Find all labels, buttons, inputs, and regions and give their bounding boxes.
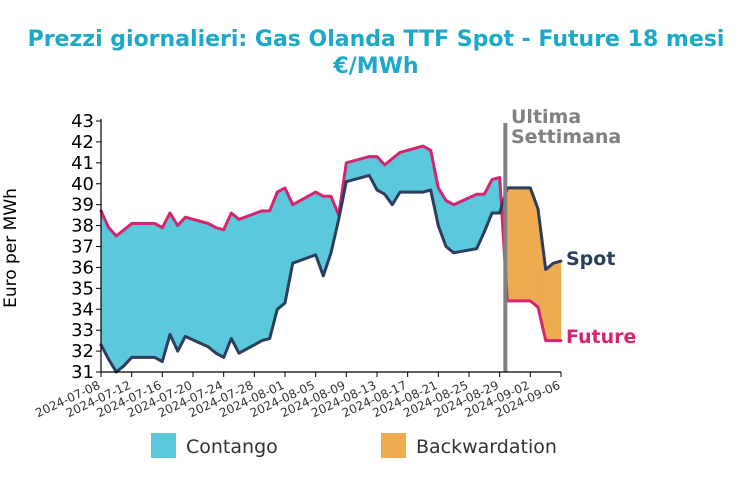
contango-fill xyxy=(169,211,178,352)
y-tick-label: 35 xyxy=(71,278,94,299)
future-end-label: Future xyxy=(566,326,636,348)
chart-subtitle: €/MWh xyxy=(332,54,418,79)
y-tick-label: 36 xyxy=(71,257,94,278)
spot-end-label: Spot xyxy=(566,248,615,270)
spot-line xyxy=(99,173,563,374)
contango-fill xyxy=(445,199,454,254)
y-tick-label: 42 xyxy=(71,132,94,153)
backwardation-fill xyxy=(545,262,554,341)
y-tick-label: 33 xyxy=(71,320,94,341)
legend-swatch-backwardation xyxy=(381,433,406,458)
contango-fill xyxy=(277,187,286,310)
y-tick-label: 37 xyxy=(71,237,94,258)
y-tick-label: 40 xyxy=(71,174,94,195)
y-tick-label: 43 xyxy=(71,111,94,132)
contango-fill xyxy=(185,216,209,348)
contango-fill xyxy=(108,226,117,374)
contango-fill xyxy=(131,223,155,358)
legend-label-backwardation: Backwardation xyxy=(416,436,557,458)
axes: 313233343536373839404142432024-07-082024… xyxy=(33,111,562,420)
backwardation-fill xyxy=(553,260,562,341)
contango-fill xyxy=(238,210,263,354)
series-lines xyxy=(99,144,563,374)
contango-fill xyxy=(491,177,500,214)
contango-fill xyxy=(116,229,125,373)
y-tick-label: 39 xyxy=(71,195,94,216)
contango-fill xyxy=(177,216,186,352)
backwardation-fill xyxy=(507,187,531,302)
legend: Contango Backwardation xyxy=(151,433,557,458)
y-tick-label: 34 xyxy=(71,299,94,320)
legend-label-contango: Contango xyxy=(186,436,278,458)
contango-fill xyxy=(215,227,224,358)
y-tick-label: 38 xyxy=(71,216,94,237)
contango-fill xyxy=(154,222,163,363)
contango-fill xyxy=(261,210,270,342)
marker-label-line1: Ultima xyxy=(511,106,581,128)
y-axis-label: Euro per MWh xyxy=(1,188,21,308)
contango-fill xyxy=(123,222,132,367)
chart-title: Prezzi giornalieri: Gas Olanda TTF Spot … xyxy=(28,27,725,52)
contango-fill xyxy=(223,212,232,358)
area-fills xyxy=(100,145,562,374)
contango-fill xyxy=(422,145,431,193)
legend-swatch-contango xyxy=(151,433,176,458)
contango-fill xyxy=(100,210,109,360)
y-tick-label: 32 xyxy=(71,341,94,362)
y-tick-label: 41 xyxy=(71,153,94,174)
future-line xyxy=(99,144,563,343)
contango-fill xyxy=(208,222,217,354)
marker-label-line2: Settimana xyxy=(511,126,621,148)
contango-fill xyxy=(231,212,240,354)
y-tick-label: 31 xyxy=(71,362,94,383)
